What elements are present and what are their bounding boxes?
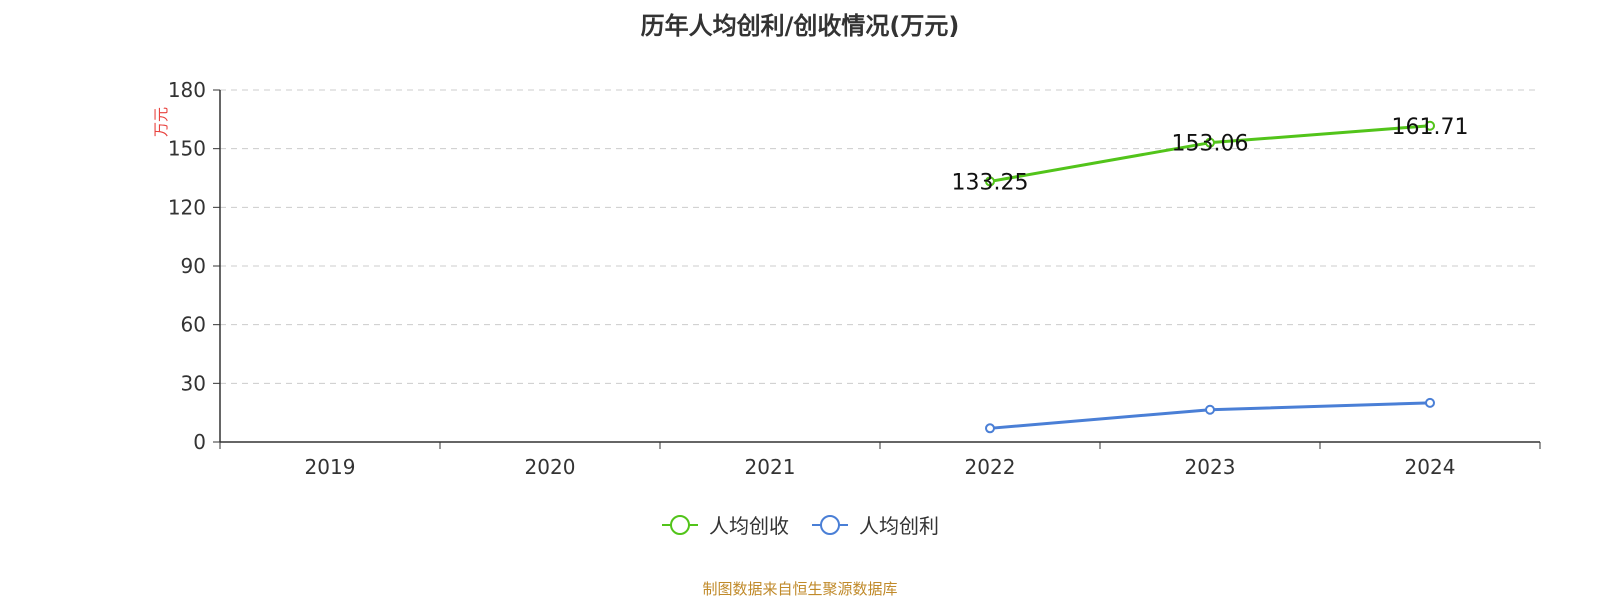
chart-title: 历年人均创利/创收情况(万元) [640, 12, 960, 40]
x-tick-label: 2020 [525, 455, 576, 479]
legend-item-revenue[interactable]: 人均创收 [661, 510, 789, 539]
source-note: 制图数据来自恒生聚源数据库 [702, 580, 898, 598]
data-point[interactable] [985, 176, 995, 187]
y-tick-label: 0 [193, 430, 206, 454]
legend-marker-profit [812, 514, 848, 535]
x-tick-label: 2022 [965, 455, 1016, 479]
data-label: 133.25 [952, 170, 1029, 195]
series-lines [985, 120, 1435, 434]
data-point[interactable] [1205, 404, 1215, 415]
y-axis-label: 万元 [152, 107, 170, 137]
x-tick-label: 2023 [1185, 455, 1236, 479]
grid-lines [220, 89, 1540, 384]
y-tick-label: 30 [181, 371, 206, 395]
y-tick-label: 60 [181, 313, 206, 337]
x-tick-label: 2024 [1405, 455, 1456, 479]
data-point[interactable] [1205, 137, 1215, 148]
data-point[interactable] [1425, 397, 1435, 408]
data-point[interactable] [1425, 120, 1435, 131]
legend-label-profit: 人均创利 [859, 514, 939, 538]
data-label: 153.06 [1172, 132, 1249, 157]
y-tick-label: 90 [181, 254, 206, 278]
x-tick-label: 2019 [305, 455, 356, 479]
axes: 0 30 60 90 120 150 180 万元 2019 2020 2021 2022 2023 20… [152, 78, 1541, 479]
data-labels: 133.25 153.06 161.71 [952, 115, 1469, 196]
y-tick-label: 180 [168, 78, 206, 102]
data-label: 161.71 [1392, 115, 1469, 140]
data-point[interactable] [985, 423, 995, 434]
legend: 人均创收 人均创利 [0, 510, 1600, 539]
x-tick-label: 2021 [745, 455, 796, 479]
y-tick-label: 150 [168, 137, 206, 161]
legend-item-profit[interactable]: 人均创利 [811, 510, 939, 539]
legend-marker-revenue [662, 514, 698, 535]
legend-label-revenue: 人均创收 [709, 514, 789, 538]
y-tick-label: 120 [168, 195, 206, 219]
